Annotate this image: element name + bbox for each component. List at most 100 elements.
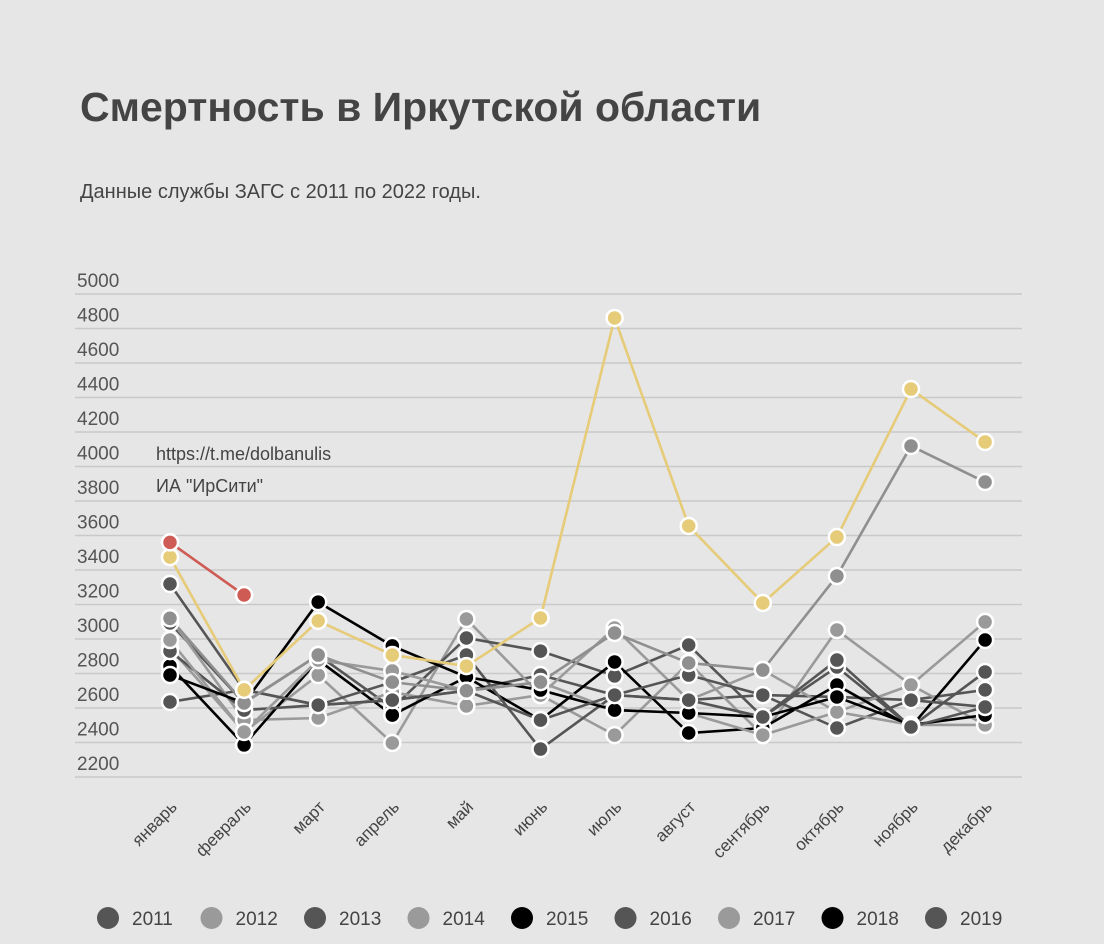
data-point [753, 725, 773, 745]
chart-subtitle: Данные службы ЗАГС с 2011 по 2022 годы. [80, 181, 481, 203]
legend-label: 2013 [339, 909, 381, 930]
data-point [457, 656, 476, 676]
y-tick-label: 4000 [77, 444, 119, 465]
x-tick-label: октябрь [790, 797, 847, 854]
y-tick-label: 3800 [77, 478, 119, 499]
y-tick-label: 3400 [77, 547, 119, 568]
data-point [975, 630, 995, 650]
series-line [168, 583, 986, 729]
x-tick-label: июнь [509, 797, 551, 839]
legend-marker [407, 907, 430, 929]
data-point [605, 700, 624, 720]
data-point [457, 628, 476, 648]
data-point [234, 585, 254, 605]
y-tick-label: 2600 [77, 685, 119, 706]
data-point [531, 710, 550, 730]
y-tick-label: 4200 [77, 409, 119, 430]
data-point [975, 697, 995, 717]
legend-marker [821, 907, 844, 929]
data-point [457, 681, 476, 700]
data-point [383, 690, 402, 710]
x-tick-label: июль [583, 797, 625, 839]
series-line [169, 639, 987, 747]
data-point [901, 379, 921, 399]
data-point [160, 609, 180, 628]
legend-label: 2018 [857, 909, 899, 930]
legend-marker [614, 907, 637, 929]
data-point [753, 660, 773, 680]
data-point [975, 662, 995, 682]
data-point [679, 635, 698, 655]
legend-label: 2019 [960, 909, 1002, 930]
data-point [308, 695, 328, 715]
data-point [308, 592, 328, 612]
data-point [679, 690, 698, 710]
data-point [160, 574, 180, 594]
y-tick-label: 3000 [77, 616, 119, 637]
data-point [308, 645, 328, 665]
data-point [531, 672, 550, 692]
series-points-2012 [160, 609, 995, 753]
data-point [234, 680, 254, 700]
series-points-unnamed-9 [160, 436, 995, 713]
y-tick-label: 2800 [77, 651, 119, 672]
legend-label: 2017 [753, 909, 795, 930]
x-tick-label: декабрь [937, 797, 996, 856]
y-tick-label: 3600 [77, 513, 119, 534]
data-point [827, 718, 847, 738]
data-point [901, 436, 921, 456]
data-point [531, 608, 550, 628]
data-point [827, 650, 847, 670]
x-tick-label: ноябрь [869, 797, 922, 850]
series-line [168, 617, 986, 722]
series-line [168, 313, 986, 692]
data-point [679, 516, 698, 536]
data-point [679, 723, 698, 743]
chart-title: Смертность в Иркутской области [80, 84, 762, 130]
data-point [827, 687, 847, 707]
x-tick-label: январь [128, 797, 181, 850]
legend-marker [304, 907, 326, 929]
legend-marker [511, 907, 533, 929]
data-point [975, 432, 995, 452]
series-unnamed-11 [169, 541, 245, 597]
series-line [169, 541, 245, 597]
data-point [308, 665, 328, 685]
series-line [169, 650, 986, 751]
data-point [605, 725, 624, 745]
data-point [901, 675, 921, 695]
data-point [383, 672, 402, 692]
data-point [383, 705, 402, 725]
data-point [827, 566, 847, 586]
legend-label: 2011 [132, 909, 173, 930]
series-unnamed-10 [168, 313, 986, 692]
data-point [975, 680, 995, 700]
series-2017 [168, 639, 986, 737]
data-point [457, 609, 476, 629]
data-point [827, 702, 847, 722]
x-tick-label: февраль [192, 797, 255, 860]
series-line [169, 444, 986, 705]
series-2016 [169, 650, 986, 751]
data-point [457, 696, 476, 716]
annotation-text: ИА "ИрСити" [156, 476, 263, 496]
legend-label: 2012 [236, 909, 278, 930]
legend-marker [925, 907, 947, 929]
data-point [827, 527, 847, 547]
data-point [901, 717, 921, 737]
legend-marker [718, 907, 740, 929]
series-line [169, 616, 986, 746]
data-point [383, 733, 402, 753]
series-2015 [169, 639, 987, 747]
x-tick-label: май [442, 797, 477, 832]
data-point [234, 722, 254, 742]
x-tick-label: август [651, 797, 699, 845]
data-point [753, 707, 773, 727]
legend-label: 2015 [546, 909, 588, 930]
legend-marker [97, 907, 119, 929]
data-point [160, 692, 180, 712]
data-point [605, 623, 624, 643]
legend-label: 2014 [443, 909, 486, 930]
series-unnamed-9 [169, 444, 986, 705]
